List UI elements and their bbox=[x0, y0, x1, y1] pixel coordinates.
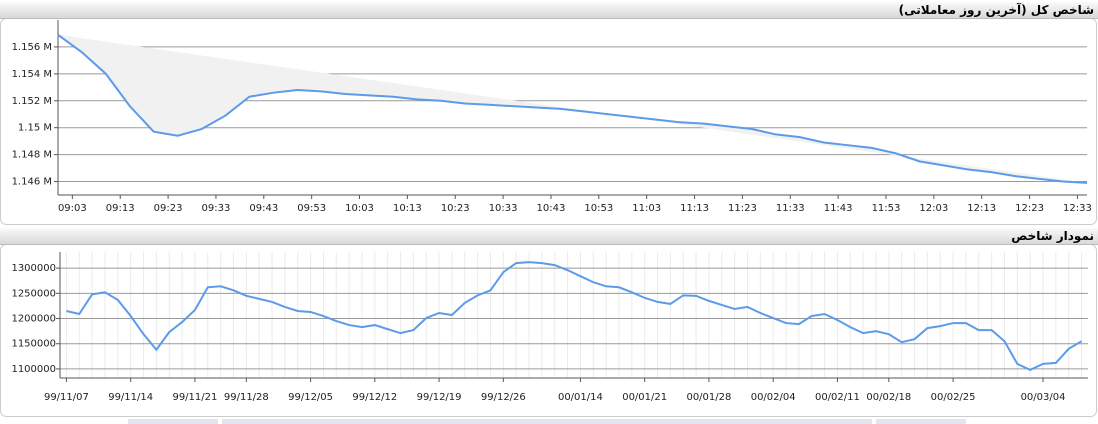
tab bbox=[876, 419, 966, 424]
y-tick-label: 1.154 M bbox=[12, 69, 52, 80]
y-tick-label: 1.146 M bbox=[12, 177, 52, 188]
x-tick-label: 09:33 bbox=[202, 203, 231, 214]
line bbox=[57, 34, 1088, 184]
line bbox=[66, 261, 1083, 372]
x-tick-label: 99/11/07 bbox=[44, 392, 89, 403]
y-tick-label: 1300000 bbox=[11, 263, 56, 274]
x-tick-label: 10:33 bbox=[489, 203, 518, 214]
x-tick-label: 99/11/14 bbox=[108, 392, 153, 403]
x-tick-label: 12:13 bbox=[967, 203, 996, 214]
x-tick-label: 99/12/19 bbox=[417, 392, 462, 403]
y-tick-label: 1.15 M bbox=[18, 123, 52, 134]
x-tick-label: 00/01/28 bbox=[686, 392, 731, 403]
panel bbox=[0, 244, 1097, 417]
y-tick-label: 1.152 M bbox=[12, 96, 52, 107]
x-tick-label: 11:23 bbox=[728, 203, 757, 214]
x-tick-label: 10:13 bbox=[393, 203, 422, 214]
x-tick-label: 99/11/21 bbox=[172, 392, 217, 403]
y-tick-label: 1.156 M bbox=[12, 42, 52, 53]
x-tick-label: 00/02/11 bbox=[815, 392, 860, 403]
x-tick-label: 99/12/26 bbox=[481, 392, 526, 403]
x-tick-label: 10:53 bbox=[584, 203, 613, 214]
x-tick-label: 11:53 bbox=[872, 203, 901, 214]
x-tick-label: 99/12/05 bbox=[288, 392, 333, 403]
x-tick-label: 00/01/14 bbox=[558, 392, 603, 403]
x-tick-label: 11:13 bbox=[680, 203, 709, 214]
x-tick-label: 12:23 bbox=[1015, 203, 1044, 214]
x-tick-label: 09:43 bbox=[249, 203, 278, 214]
x-tick-label: 11:43 bbox=[824, 203, 853, 214]
x-tick-label: 00/03/04 bbox=[1021, 392, 1066, 403]
x-tick-label: 11:03 bbox=[632, 203, 661, 214]
x-tick-label: 09:23 bbox=[154, 203, 183, 214]
x-tick-label: 09:13 bbox=[106, 203, 135, 214]
x-tick-label: 00/02/25 bbox=[931, 392, 976, 403]
x-tick-label: 00/01/21 bbox=[622, 392, 667, 403]
y-tick-label: 1150000 bbox=[11, 339, 56, 350]
x-tick-label: 12:03 bbox=[919, 203, 948, 214]
tab bbox=[222, 419, 872, 424]
y-tick-label: 1250000 bbox=[11, 288, 56, 299]
y-tick-label: 1200000 bbox=[11, 314, 56, 325]
x-tick-label: 10:03 bbox=[345, 203, 374, 214]
x-tick-label: 10:43 bbox=[537, 203, 566, 214]
x-tick-label: 09:03 bbox=[58, 203, 87, 214]
chart-title: شاخص کل (آخرین روز معاملاتی) bbox=[0, 2, 1098, 19]
x-tick-label: 11:33 bbox=[776, 203, 805, 214]
x-tick-label: 99/11/28 bbox=[224, 392, 269, 403]
tab bbox=[128, 419, 218, 424]
y-tick-label: 1.148 M bbox=[12, 150, 52, 161]
x-tick-label: 12:33 bbox=[1063, 203, 1092, 214]
x-tick-label: 09:53 bbox=[297, 203, 326, 214]
y-tick-label: 1100000 bbox=[11, 364, 56, 375]
x-tick-label: 00/02/04 bbox=[751, 392, 796, 403]
area-shade bbox=[58, 34, 1087, 183]
chart-title: نمودار شاخص bbox=[0, 228, 1098, 245]
x-tick-label: 00/02/18 bbox=[866, 392, 911, 403]
x-tick-label: 10:23 bbox=[441, 203, 470, 214]
x-tick-label: 99/12/12 bbox=[352, 392, 397, 403]
